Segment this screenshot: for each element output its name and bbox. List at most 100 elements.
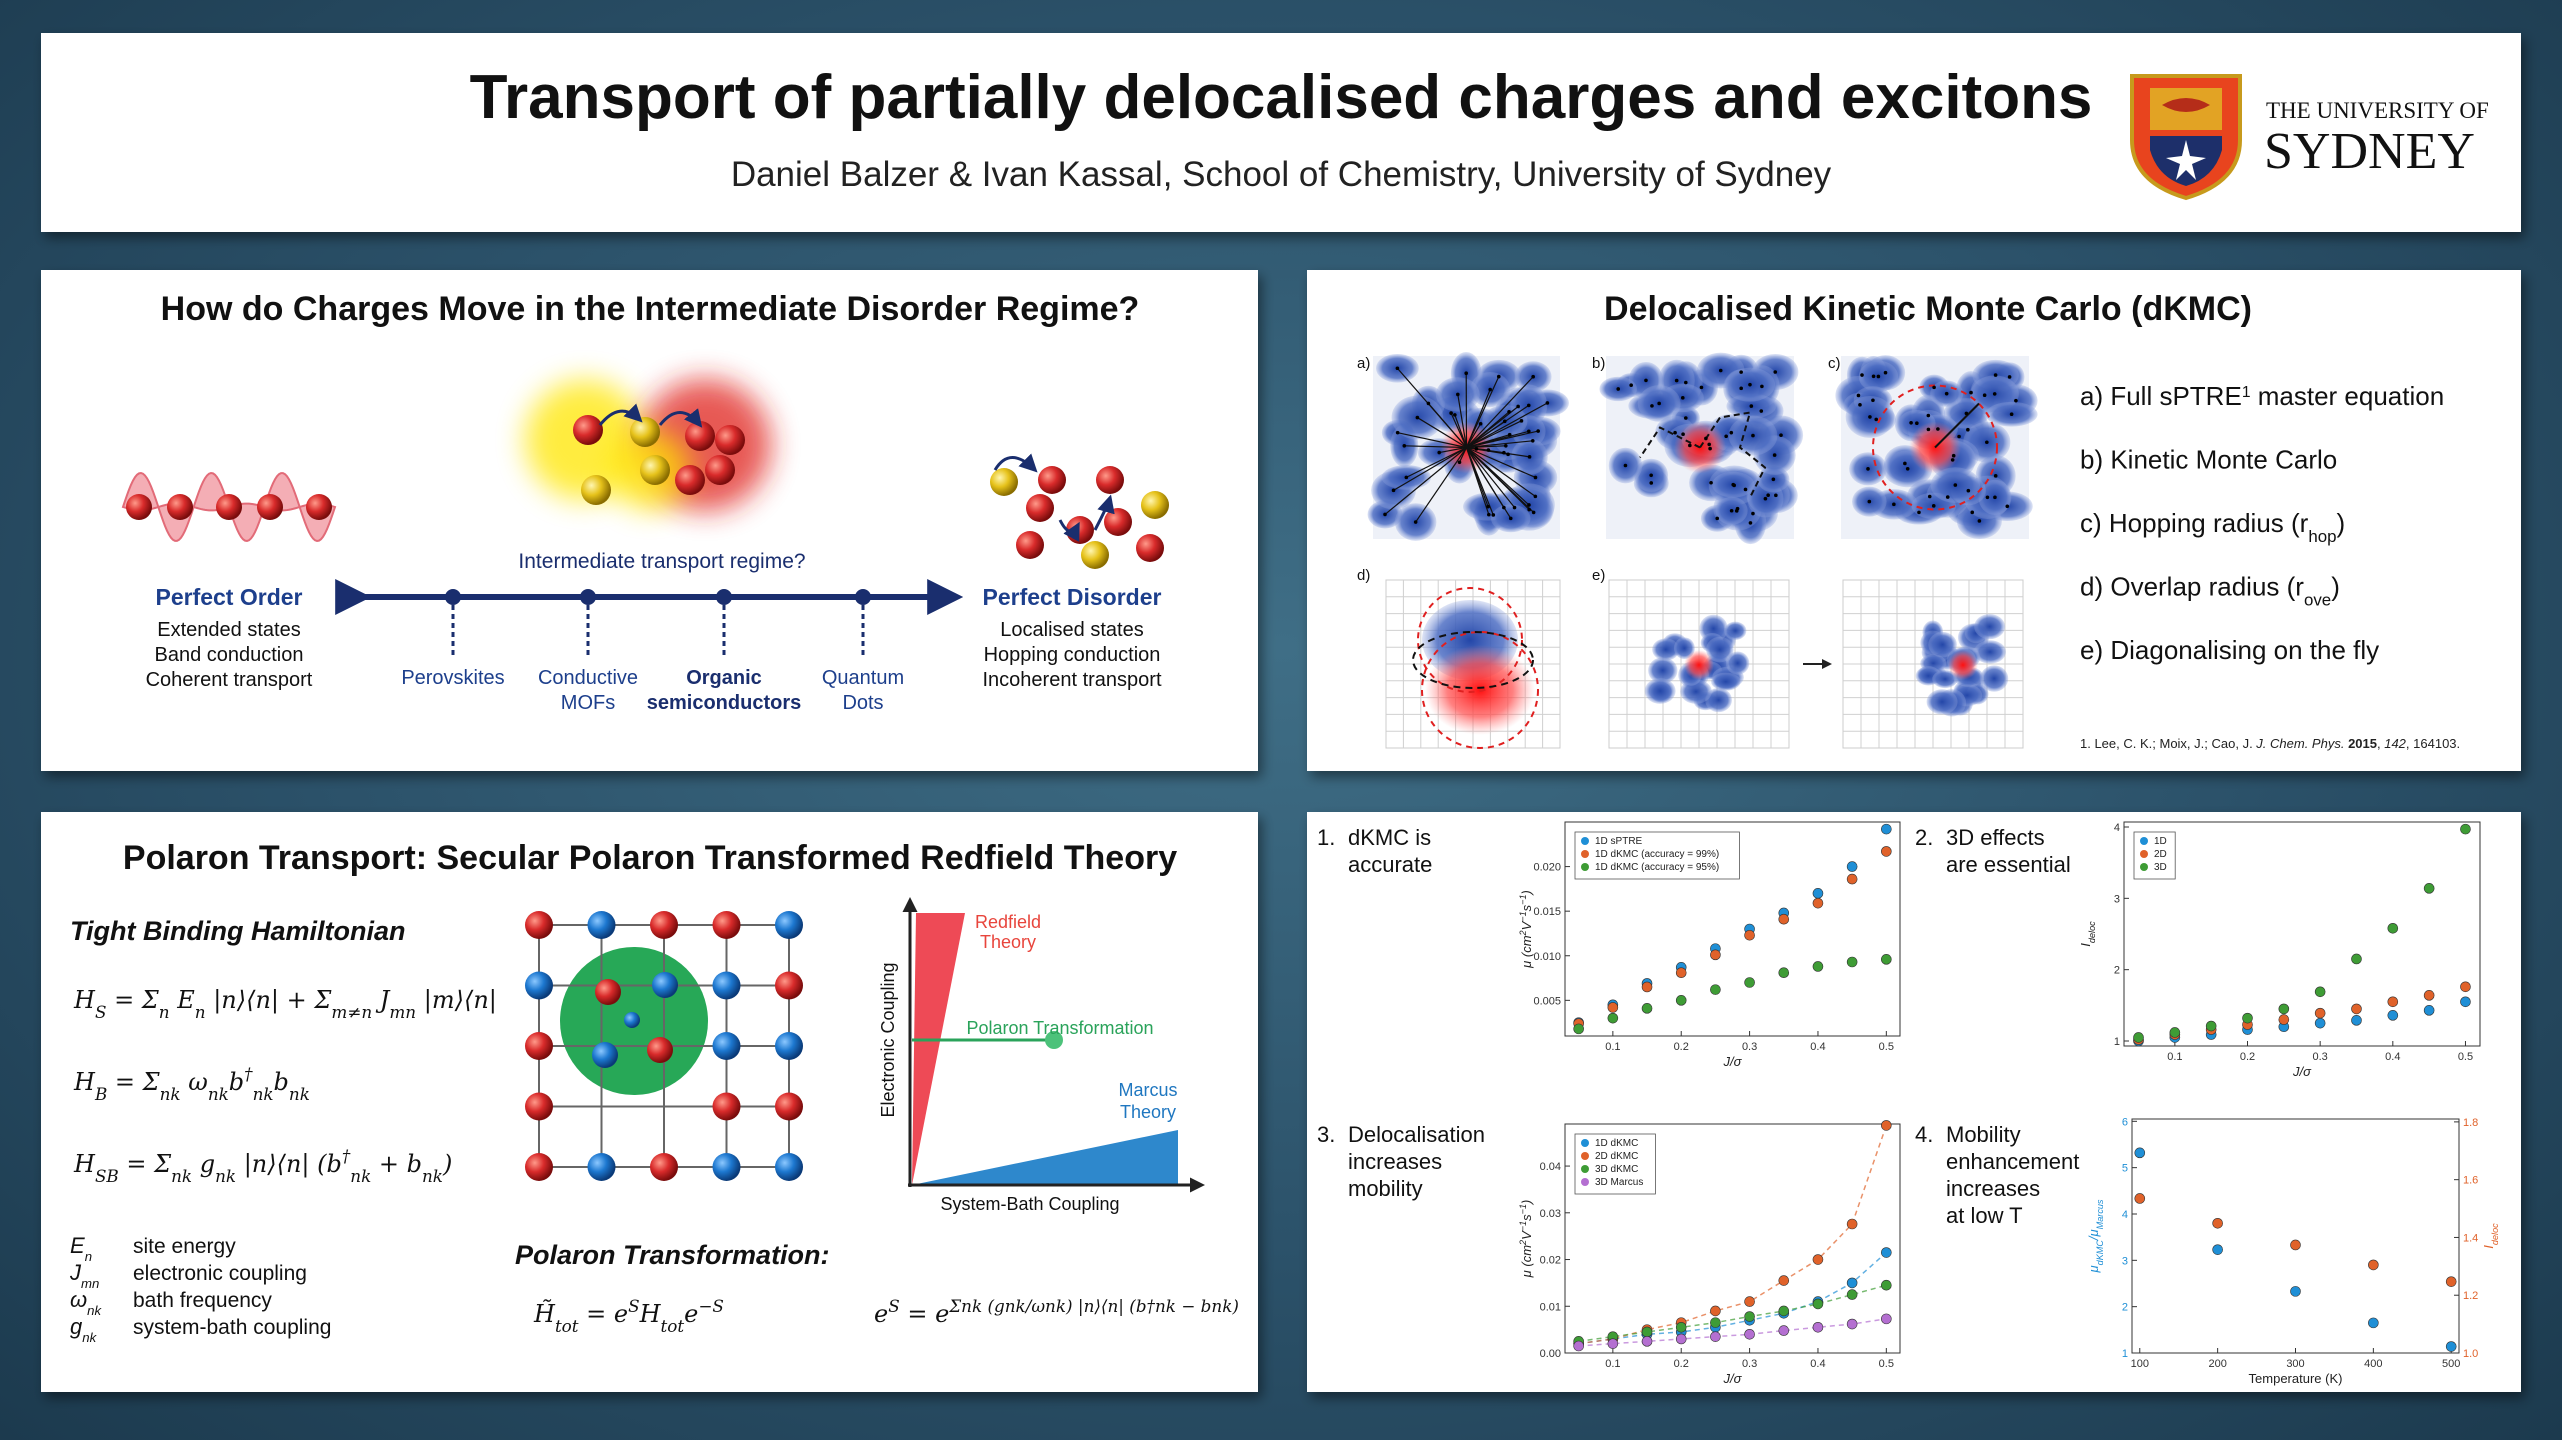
site [1724,434,1728,439]
legend-swatch [1581,850,1589,858]
site [1931,504,1936,508]
state-blob [1974,640,2007,664]
text-run: H [73,1150,96,1178]
rate-line [1465,447,1489,507]
x-axis-label: J/σ [1723,1371,1743,1386]
text-run: V [1519,1230,1534,1240]
y-tick-label: 0.03 [1540,1208,1561,1220]
data-point [2278,1014,2290,1025]
legend-label: 2D [2154,849,2167,860]
poster-authors: Daniel Balzer & Ivan Kassal, School of C… [731,155,1832,194]
y-tick-label: 0.00 [1540,1348,1561,1360]
dkmc-image [1599,352,1804,545]
y2-axis-label: Ideloc [2481,1223,2500,1249]
superscript: 2 [1518,930,1528,936]
y-tick-label: 4 [2114,822,2120,834]
lattice-site [525,1032,553,1060]
symbol-name: E [70,1233,85,1258]
state-blob [1724,621,1747,641]
site [1708,446,1712,451]
text-run: H [73,986,96,1014]
y-axis-label: Ideloc [2078,921,2097,947]
data-point [1881,823,1892,835]
text-run: a) Full sPTRE [2080,381,2242,411]
overlap-radius [1421,631,1539,749]
site [1649,481,1654,485]
superscript: S [888,1296,900,1316]
legend-swatch [1581,1139,1589,1147]
data-point [2314,986,2326,998]
data-point [1778,1275,1790,1286]
site [1966,427,1970,432]
data-point [2169,1027,2181,1038]
site [1729,430,1734,435]
carrier [1948,650,1978,680]
y-axis-label: μdKMC/μMarcus [2086,1199,2105,1273]
reference-part: 142 [2384,736,2406,751]
subscript: tot [661,1316,685,1336]
lattice-site [525,911,553,939]
disorder-heading: Perfect Disorder [983,584,1162,610]
data-point [1846,861,1858,872]
data-point [1744,1296,1755,1307]
site [1748,521,1753,525]
text-run: = e [579,1300,629,1328]
material-dot [716,589,732,605]
polaron-title: Polaron Transport: Secular Polaron Trans… [123,839,1177,877]
subscript: nk [171,1166,192,1186]
caption-line: mobility [1348,1176,1423,1201]
material-dot [445,589,461,605]
rate-line [1393,446,1467,491]
y-axis-label: μ (cm2V−1s−1) [1518,1200,1534,1279]
data-point [2460,823,2471,835]
data-point [1675,995,1687,1006]
text-run: J/σ [2292,1064,2312,1079]
state-site [573,415,603,445]
state-site [715,425,745,455]
site [1488,387,1492,392]
site [1404,475,1409,480]
data-point [1812,897,1824,909]
site [1964,411,1969,416]
superscript: −1 [1518,1221,1528,1231]
caption-number: 4. [1915,1122,1933,1147]
superscript: 2 [1518,1240,1528,1246]
text-run: ) [1519,890,1534,896]
data-point [1881,846,1892,857]
disorder-site [1096,466,1124,494]
site [1953,483,1958,487]
text-run: b [229,1068,244,1096]
reference: 1. Lee, C. K.; Moix, J.; Cao, J. J. Chem… [2080,736,2460,751]
rate-line [1466,447,1516,508]
site [2005,504,2010,509]
site [1415,415,1420,420]
text-run: ω [181,1068,208,1096]
data-point [1710,1305,1721,1317]
y-tick-label: 0.01 [1540,1301,1561,1313]
region-label: Theory [980,932,1036,952]
y2-tick-label: 1.2 [2463,1290,2478,1302]
equation: eS = eΣnk (gnk/ωnk) |n⟩⟨n| (b†nk − bnk) [874,1296,1239,1328]
text-run: μ (cm [1519,1245,1534,1279]
site [1751,511,1755,516]
site [1993,495,1997,500]
state-site [640,455,670,485]
data-point [2368,1259,2379,1271]
trajectory [1639,411,1767,498]
caption-line: increases [1946,1176,2040,1201]
superscript: −1 [1518,911,1528,921]
region-label: Redfield [975,912,1041,932]
site [2009,412,2014,417]
site [1395,366,1400,371]
site [1779,433,1783,437]
material-label: Conductive [538,667,638,689]
data-point [1573,1023,1584,1035]
site [1507,409,1511,414]
legend-swatch [2140,837,2148,845]
site [1536,429,1540,433]
site [1508,516,1513,521]
site [1623,463,1628,468]
rate-line [1466,411,1510,448]
data-point [1641,1336,1653,1347]
site [1453,413,1457,417]
